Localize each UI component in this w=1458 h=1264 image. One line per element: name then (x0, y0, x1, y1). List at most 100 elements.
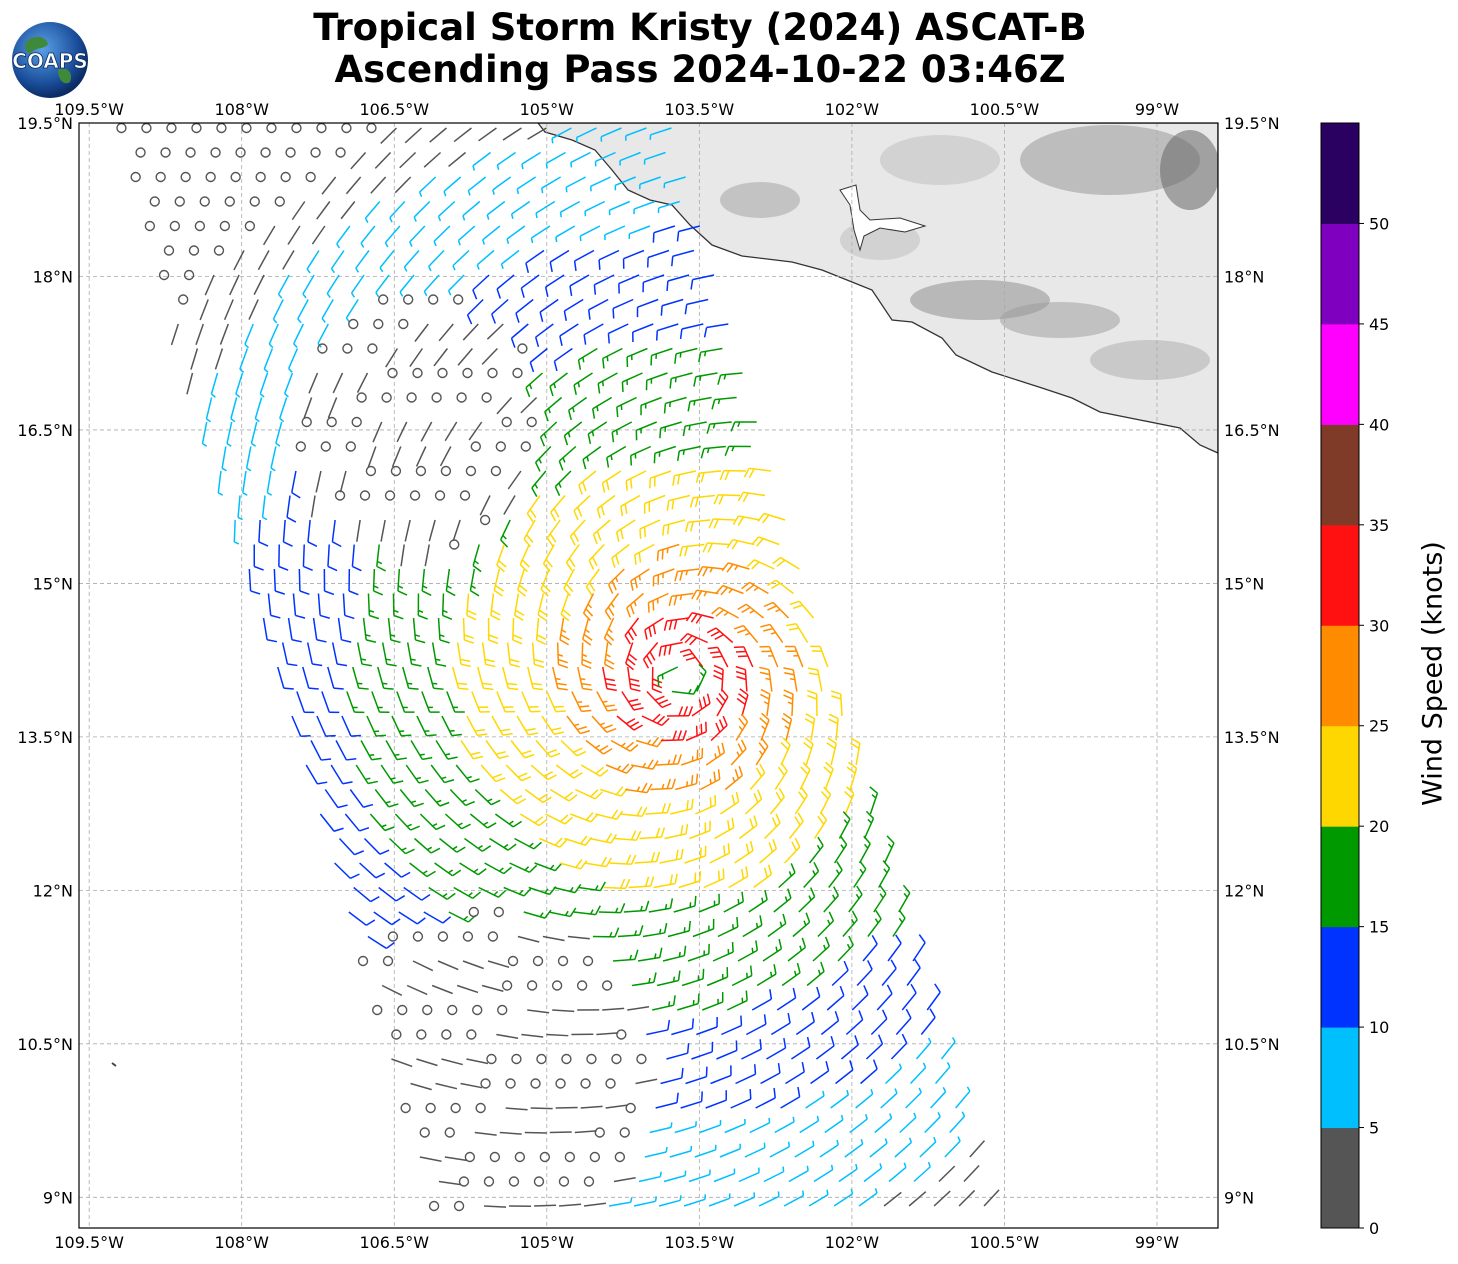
calm-circle (557, 955, 569, 967)
wind-barb (652, 225, 676, 243)
wind-barb (895, 1008, 912, 1035)
wind-barb (851, 985, 869, 1011)
calm-circle (483, 1176, 495, 1187)
wind-barb (559, 323, 579, 346)
wind-barb (424, 544, 430, 567)
wind-barbs (116, 123, 1000, 1212)
wind-barb (534, 323, 554, 348)
wind-barb (474, 788, 501, 806)
wind-barb (787, 937, 807, 962)
wind-barb (685, 612, 714, 624)
wind-barb (308, 372, 319, 394)
calm-circle (466, 1029, 477, 1040)
wind-barb (279, 397, 288, 423)
wind-barb (459, 862, 487, 876)
wind-barb (534, 1204, 557, 1207)
calm-circle (194, 220, 206, 232)
wind-barb (210, 372, 219, 398)
wind-barb (905, 1087, 922, 1109)
wind-barb (441, 1058, 463, 1066)
wind-barb (898, 884, 911, 913)
colorbar-tick-label: 10 (1369, 1018, 1389, 1037)
wind-barb (282, 519, 293, 547)
wind-barb (478, 886, 507, 898)
wind-barb (242, 470, 248, 496)
wind-barb (712, 942, 734, 962)
wind-barb (345, 176, 362, 195)
wind-barb (748, 889, 768, 913)
wind-barb (632, 323, 654, 343)
wind-barb (638, 1171, 662, 1183)
wind-barb (702, 542, 730, 553)
wind-barb (634, 851, 661, 864)
wind-barb (602, 1007, 625, 1011)
wind-barb (394, 813, 420, 831)
calm-circle (489, 1151, 501, 1163)
wind-barb (248, 299, 259, 320)
wind-barb (623, 900, 650, 913)
wind-barb (348, 568, 359, 596)
wind-barb (767, 913, 787, 938)
wind-barb (447, 274, 465, 296)
wind-barb (372, 421, 383, 443)
wind-barb (677, 993, 700, 1011)
wind-barb (813, 811, 828, 839)
wind-barb (415, 446, 427, 467)
wind-barb (283, 372, 294, 398)
wind-barb (457, 348, 473, 366)
wind-barb (505, 764, 532, 782)
wind-barb (840, 1035, 859, 1060)
wind-barb (699, 1120, 722, 1134)
wind-barb (600, 786, 629, 797)
wind-barb (428, 886, 456, 900)
colorbar-segment (1321, 223, 1359, 325)
calm-circle (398, 318, 409, 330)
wind-barb (789, 600, 815, 619)
calm-circle (431, 392, 442, 403)
calm-circle (619, 1127, 630, 1138)
wind-barb (803, 737, 814, 766)
calm-circle (216, 123, 227, 134)
wind-barb (676, 445, 701, 461)
wind-barb (316, 715, 336, 737)
wind-barb (647, 592, 669, 613)
wind-barb (736, 688, 749, 717)
wind-barb (524, 1131, 547, 1134)
wind-barb (342, 593, 355, 620)
lat-tick-label-right: 9°N (1224, 1188, 1254, 1207)
wind-barb (537, 593, 548, 622)
wind-barb (404, 127, 422, 144)
wind-barb (693, 372, 718, 387)
wind-barb (403, 250, 420, 272)
wind-barb (558, 445, 577, 471)
wind-barb (628, 876, 655, 889)
wind-barb (862, 935, 878, 962)
lon-tick-label-bottom: 99°W (1135, 1233, 1179, 1252)
wind-barb (523, 519, 536, 548)
wind-barb (595, 809, 624, 821)
lat-tick-label-right: 18°N (1224, 267, 1264, 286)
wind-barb (519, 544, 530, 573)
calm-circle (382, 955, 394, 967)
wind-barb (580, 1105, 603, 1109)
wind-barb (607, 323, 629, 344)
wind-barb (828, 713, 839, 741)
wind-barb (499, 519, 511, 548)
wind-barb (535, 740, 561, 758)
wind-barb (926, 983, 941, 1011)
wind-barb (452, 666, 469, 690)
wind-barb (571, 691, 592, 713)
wind-barb (552, 1009, 575, 1013)
wind-barb (663, 396, 687, 414)
wind-barb (721, 562, 750, 573)
calm-circle (158, 269, 170, 281)
wind-barb (362, 617, 377, 643)
wind-barb (683, 1194, 707, 1207)
colorbar-tick-label: 40 (1369, 415, 1389, 434)
wind-barb (604, 225, 626, 241)
wind-barb (409, 225, 426, 247)
wind-barb (462, 960, 484, 970)
wind-barb (913, 1161, 931, 1183)
wind-barb (883, 1191, 902, 1207)
